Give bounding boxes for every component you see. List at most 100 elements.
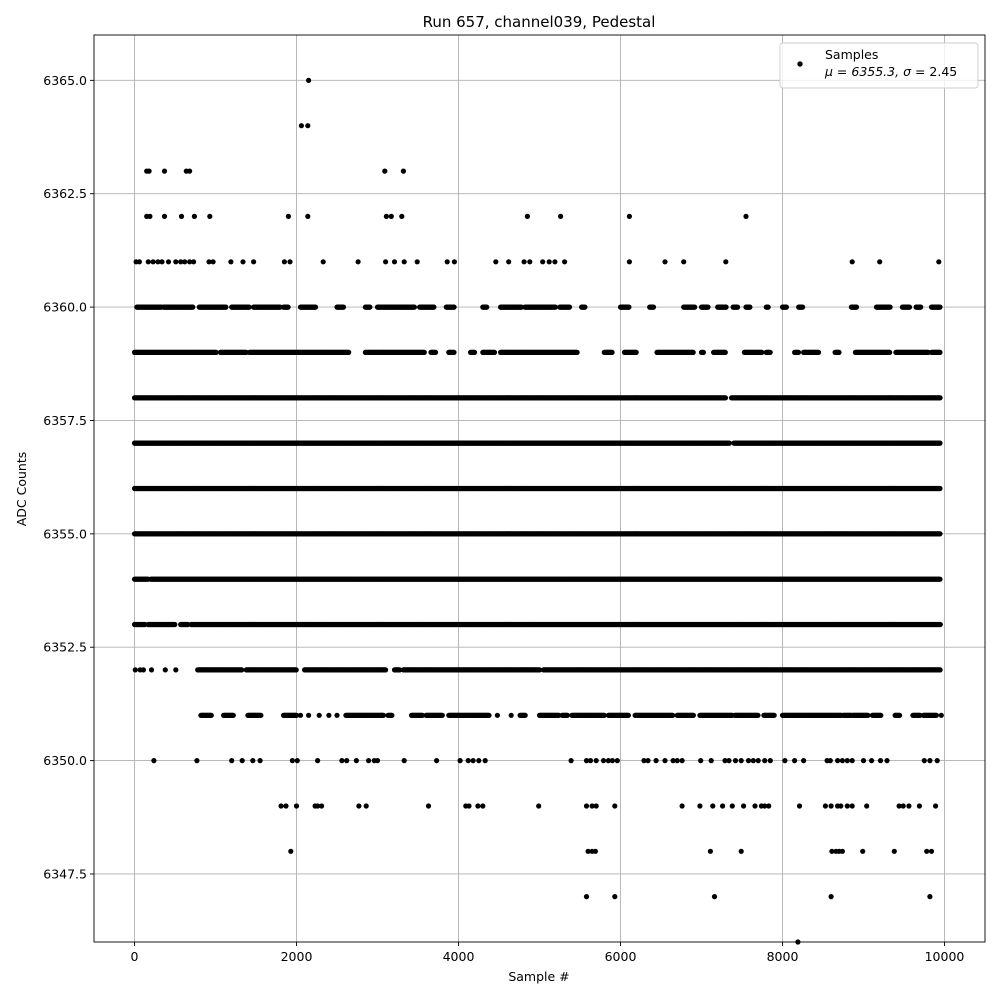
data-point bbox=[521, 259, 527, 265]
data-point bbox=[207, 213, 213, 219]
data-point bbox=[735, 304, 741, 310]
data-point bbox=[281, 259, 287, 265]
data-point bbox=[187, 168, 193, 174]
data-point bbox=[527, 259, 533, 265]
data-point bbox=[540, 259, 546, 265]
data-point bbox=[178, 259, 184, 265]
data-point bbox=[145, 259, 151, 265]
data-point bbox=[187, 259, 193, 265]
data-point bbox=[815, 349, 822, 355]
data-point bbox=[367, 304, 373, 310]
data-point bbox=[305, 123, 311, 129]
data-point bbox=[552, 304, 559, 310]
data-point bbox=[800, 304, 806, 310]
data-point bbox=[431, 304, 437, 310]
data-point bbox=[444, 259, 450, 265]
data-point bbox=[182, 259, 188, 265]
data-point bbox=[484, 304, 490, 310]
data-point bbox=[391, 259, 398, 265]
data-point bbox=[609, 349, 615, 355]
data-point bbox=[146, 168, 152, 174]
data-point bbox=[795, 349, 802, 355]
data-point bbox=[399, 213, 405, 219]
data-point bbox=[690, 349, 696, 355]
data-point bbox=[626, 259, 633, 265]
data-point bbox=[178, 213, 185, 219]
data-point bbox=[306, 77, 312, 83]
data-point bbox=[582, 304, 588, 310]
data-point bbox=[552, 259, 558, 265]
data-point bbox=[305, 213, 311, 219]
data-point bbox=[574, 349, 580, 355]
data-point bbox=[287, 259, 293, 265]
data-point bbox=[491, 349, 498, 355]
data-point bbox=[383, 259, 389, 265]
data-point bbox=[173, 259, 179, 265]
data-point bbox=[558, 213, 564, 219]
data-point bbox=[937, 349, 943, 355]
data-point bbox=[150, 259, 156, 265]
data-point bbox=[936, 259, 942, 265]
data-point bbox=[312, 304, 319, 310]
data-point bbox=[191, 213, 197, 219]
data-point bbox=[836, 349, 842, 355]
data-point bbox=[161, 213, 168, 219]
data-point bbox=[388, 213, 394, 219]
data-point bbox=[383, 213, 389, 219]
data-point bbox=[723, 259, 729, 265]
data-point bbox=[937, 304, 943, 310]
data-point bbox=[400, 168, 406, 174]
data-point bbox=[213, 349, 219, 355]
data-point bbox=[432, 349, 439, 355]
data-point bbox=[210, 259, 216, 265]
data-point bbox=[626, 304, 632, 310]
data-point bbox=[401, 259, 407, 265]
data-point bbox=[155, 259, 161, 265]
data-point bbox=[285, 304, 291, 310]
data-point bbox=[723, 304, 729, 310]
data-point bbox=[765, 304, 771, 310]
data-point bbox=[340, 304, 347, 310]
data-point bbox=[705, 304, 711, 310]
data-point bbox=[700, 349, 707, 355]
data-point bbox=[918, 304, 924, 310]
data-point bbox=[421, 349, 427, 355]
data-point bbox=[251, 259, 257, 265]
data-point bbox=[562, 259, 568, 265]
data-point bbox=[159, 259, 165, 265]
data-point bbox=[298, 123, 304, 129]
data-point bbox=[767, 349, 773, 355]
data-point bbox=[161, 168, 168, 174]
data-point bbox=[493, 259, 499, 265]
data-point bbox=[471, 349, 478, 355]
data-point bbox=[355, 259, 361, 265]
data-point bbox=[849, 259, 855, 265]
data-point bbox=[722, 349, 728, 355]
data-point bbox=[722, 395, 729, 401]
data-point bbox=[906, 304, 913, 310]
data-point bbox=[877, 259, 883, 265]
data-point bbox=[626, 213, 633, 219]
data-point bbox=[147, 213, 153, 219]
data-point bbox=[240, 259, 246, 265]
data-point bbox=[320, 259, 326, 265]
data-point bbox=[382, 168, 388, 174]
data-point bbox=[747, 304, 753, 310]
data-point bbox=[743, 213, 749, 219]
data-point bbox=[662, 259, 668, 265]
data-point bbox=[726, 440, 733, 446]
data-point bbox=[692, 304, 698, 310]
data-point bbox=[546, 259, 552, 265]
data-point bbox=[650, 304, 657, 310]
data-point bbox=[206, 259, 212, 265]
data-point bbox=[246, 304, 252, 310]
data-point bbox=[853, 304, 860, 310]
data-point bbox=[223, 304, 229, 310]
data-point bbox=[937, 395, 943, 401]
data-point bbox=[190, 304, 196, 310]
data-point bbox=[191, 259, 197, 265]
data-point bbox=[228, 259, 234, 265]
data-point bbox=[524, 213, 531, 219]
data-point bbox=[411, 304, 417, 310]
